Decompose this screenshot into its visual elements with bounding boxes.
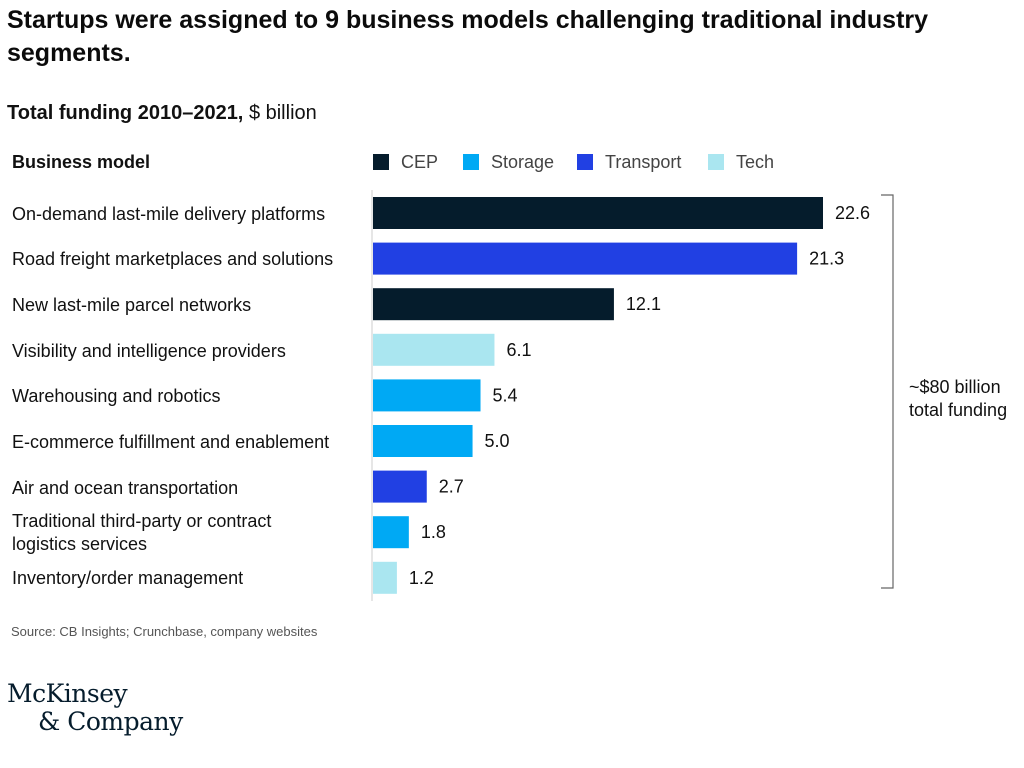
bar <box>373 425 473 457</box>
category-label: Warehousing and robotics <box>12 386 221 406</box>
category-label: Air and ocean transportation <box>12 478 239 498</box>
bar <box>373 470 427 503</box>
bar <box>373 288 614 321</box>
bar-value-label: 1.8 <box>421 522 446 542</box>
mckinsey-logo: McKinsey & Company <box>7 680 183 736</box>
bar <box>373 197 823 229</box>
legend-swatch-cep <box>373 154 389 170</box>
subtitle-unit: $ billion <box>248 102 317 124</box>
bar <box>373 379 481 412</box>
chart-title: Startups were assigned to 9 business mod… <box>7 6 929 67</box>
legend-swatch-transport <box>577 154 593 170</box>
bar <box>373 242 798 275</box>
bar-value-label: 12.1 <box>626 294 661 314</box>
legend-item-tech: Tech <box>708 150 774 174</box>
legend-label-cep: CEP <box>401 151 439 172</box>
chart-subtitle: Total funding 2010–2021, $ billion <box>7 100 317 126</box>
bars-group: 22.6 21.3 12.1 6.1 5.4 5.0 2.7 1.8 1.2 <box>373 197 870 594</box>
bar-value-label: 22.6 <box>835 203 870 223</box>
legend-item-cep: CEP <box>373 150 438 174</box>
bar <box>373 561 397 594</box>
category-label: On-demand last-mile delivery platforms <box>12 204 326 224</box>
total-bracket <box>881 194 894 589</box>
annotation-line: total funding <box>909 400 1008 420</box>
bar-value-label: 21.3 <box>809 249 844 269</box>
bar <box>373 516 409 549</box>
bar <box>373 333 495 366</box>
legend-swatch-tech <box>708 154 724 170</box>
bar-value-label: 5.0 <box>485 431 510 451</box>
source-note: Source: CB Insights; Crunchbase, company… <box>11 624 318 639</box>
total-annotation: ~$80 billion total funding <box>909 376 1007 422</box>
bar-value-label: 6.1 <box>506 340 531 360</box>
category-label: Traditional third-party or contract logi… <box>12 511 272 554</box>
legend-item-transport: Transport <box>577 150 681 174</box>
legend-item-storage: Storage <box>463 150 554 174</box>
bar-value-label: 1.2 <box>409 568 434 588</box>
category-label: Road freight marketplaces and solutions <box>12 249 334 269</box>
legend-label-transport: Transport <box>605 151 682 172</box>
annotation-line: ~$80 billion <box>909 377 1001 397</box>
legend-label-storage: Storage <box>491 151 555 172</box>
category-label: E-commerce fulfillment and enablement <box>12 432 330 452</box>
category-label: New last-mile parcel networks <box>12 295 252 315</box>
bar-value-label: 5.4 <box>493 385 518 405</box>
legend-swatch-storage <box>463 154 479 170</box>
category-label: Visibility and intelligence providers <box>12 341 286 361</box>
category-label: Inventory/order management <box>12 568 244 588</box>
legend-label-tech: Tech <box>736 151 775 172</box>
logo-line: & Company <box>38 707 183 736</box>
subtitle-bold: Total funding 2010–2021, <box>7 102 244 124</box>
bar-value-label: 2.7 <box>439 477 464 497</box>
column-header: Business model <box>12 152 151 172</box>
logo-line: McKinsey <box>7 679 128 708</box>
